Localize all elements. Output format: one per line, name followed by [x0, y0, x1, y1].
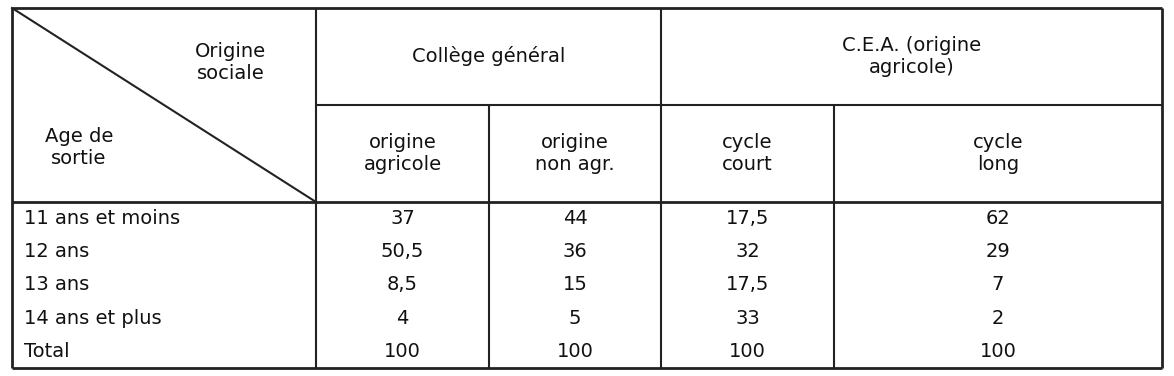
Text: 8,5: 8,5 [387, 276, 418, 294]
Text: 2: 2 [992, 309, 1004, 328]
Text: 15: 15 [562, 276, 587, 294]
Text: 14 ans et plus: 14 ans et plus [23, 309, 162, 328]
Text: 17,5: 17,5 [726, 276, 769, 294]
Text: 7: 7 [992, 276, 1004, 294]
Text: origine
non agr.: origine non agr. [535, 133, 615, 174]
Text: 13 ans: 13 ans [23, 276, 89, 294]
Text: 50,5: 50,5 [380, 242, 424, 261]
Text: Origine
sociale: Origine sociale [195, 42, 266, 83]
Text: 62: 62 [986, 209, 1011, 228]
Text: 4: 4 [397, 309, 409, 328]
Text: origine
agricole: origine agricole [364, 133, 441, 174]
Text: 44: 44 [562, 209, 587, 228]
Text: 100: 100 [384, 342, 421, 361]
Text: Collège général: Collège général [412, 47, 565, 67]
Text: 32: 32 [735, 242, 760, 261]
Text: 100: 100 [979, 342, 1017, 361]
Text: 37: 37 [390, 209, 414, 228]
Text: 29: 29 [986, 242, 1011, 261]
Text: cycle
court: cycle court [722, 133, 772, 174]
Text: 36: 36 [562, 242, 587, 261]
Text: 100: 100 [556, 342, 593, 361]
Text: 5: 5 [568, 309, 581, 328]
Text: 33: 33 [735, 309, 760, 328]
Text: cycle
long: cycle long [973, 133, 1024, 174]
Text: 12 ans: 12 ans [23, 242, 89, 261]
Text: 100: 100 [729, 342, 765, 361]
Text: 17,5: 17,5 [726, 209, 769, 228]
Text: 11 ans et moins: 11 ans et moins [23, 209, 180, 228]
Text: Total: Total [23, 342, 69, 361]
Text: Age de
sortie: Age de sortie [45, 127, 113, 168]
Text: C.E.A. (origine
agricole): C.E.A. (origine agricole) [842, 36, 981, 77]
